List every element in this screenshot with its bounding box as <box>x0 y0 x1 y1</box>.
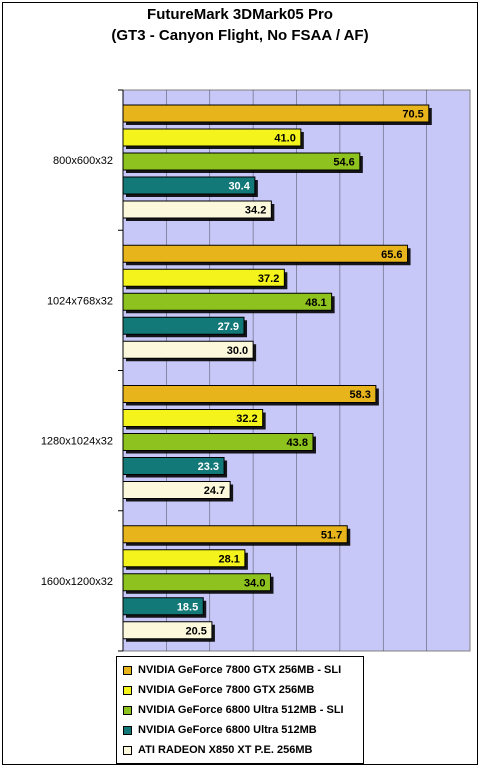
bar-chart: 70.5 41.0 54.6 30.4 34.2 800x600x32 65.6 37.2 48… <box>41 89 471 652</box>
legend-item: ATI RADEON X850 XT P.E. 256MB <box>123 742 312 758</box>
bar <box>122 316 245 335</box>
legend-item: NVIDIA GeForce 6800 Ultra 512MB <box>123 722 317 738</box>
legend-swatch <box>123 725 132 735</box>
category-label: 1280x1024x32 <box>41 436 113 448</box>
bar <box>122 268 285 287</box>
data-label: 37.2 <box>258 273 279 285</box>
data-label: 27.9 <box>218 321 239 333</box>
data-label: 41.0 <box>274 133 295 145</box>
category-label: 800x600x32 <box>53 155 113 167</box>
category-label: 1024x768x32 <box>47 295 113 307</box>
data-label: 70.5 <box>402 109 423 121</box>
data-label: 58.3 <box>349 389 370 401</box>
bar <box>122 340 254 359</box>
data-label: 30.4 <box>228 181 250 193</box>
data-label: 24.7 <box>204 485 225 497</box>
category-label: 1600x1200x32 <box>41 576 113 588</box>
bar <box>122 176 256 195</box>
legend-label: ATI RADEON X850 XT P.E. 256MB <box>138 744 313 756</box>
legend: NVIDIA GeForce 7800 GTX 256MB - SLI NVIDI… <box>116 656 364 764</box>
legend-swatch <box>123 745 132 755</box>
bar <box>122 525 348 544</box>
data-label: 34.2 <box>245 205 266 217</box>
data-label: 20.5 <box>185 625 206 637</box>
legend-label: NVIDIA GeForce 7800 GTX 256MB <box>138 684 315 696</box>
bar <box>122 104 430 123</box>
data-label: 30.0 <box>227 345 248 357</box>
bar <box>122 152 361 171</box>
data-label: 34.0 <box>244 577 265 589</box>
data-label: 48.1 <box>305 297 326 309</box>
data-label: 32.2 <box>236 413 257 425</box>
legend-item: NVIDIA GeForce 6800 Ultra 512MB - SLI <box>123 702 344 718</box>
legend-label: NVIDIA GeForce 7800 GTX 256MB - SLI <box>138 664 342 676</box>
legend-label: NVIDIA GeForce 6800 Ultra 512MB <box>138 724 317 736</box>
bar <box>122 573 271 592</box>
bar <box>122 385 377 403</box>
data-label: 18.5 <box>177 601 198 613</box>
bar <box>122 481 231 499</box>
bar <box>122 292 333 311</box>
bar <box>122 244 409 263</box>
data-label: 28.1 <box>218 553 239 565</box>
data-label: 65.6 <box>381 249 402 261</box>
data-label: 43.8 <box>287 437 308 449</box>
legend-swatch <box>123 665 132 675</box>
legend-label: NVIDIA GeForce 6800 Ultra 512MB - SLI <box>138 704 344 716</box>
bar <box>122 128 302 147</box>
legend-item: NVIDIA GeForce 7800 GTX 256MB - SLI <box>123 662 341 678</box>
chart-title: FutureMark 3DMark05 Pro <box>147 6 333 23</box>
data-label: 51.7 <box>321 529 342 541</box>
legend-item: NVIDIA GeForce 7800 GTX 256MB <box>123 682 314 698</box>
legend-swatch <box>123 685 132 695</box>
bar <box>122 409 264 427</box>
bar <box>122 549 246 568</box>
bar <box>122 621 213 640</box>
data-label: 23.3 <box>198 461 219 473</box>
bar <box>122 200 272 219</box>
data-label: 54.6 <box>333 157 354 169</box>
bar <box>122 457 225 475</box>
chart-subtitle: (GT3 - Canyon Flight, No FSAA / AF) <box>111 27 369 44</box>
bar <box>122 433 314 451</box>
legend-swatch <box>123 705 132 715</box>
bar <box>122 597 204 616</box>
